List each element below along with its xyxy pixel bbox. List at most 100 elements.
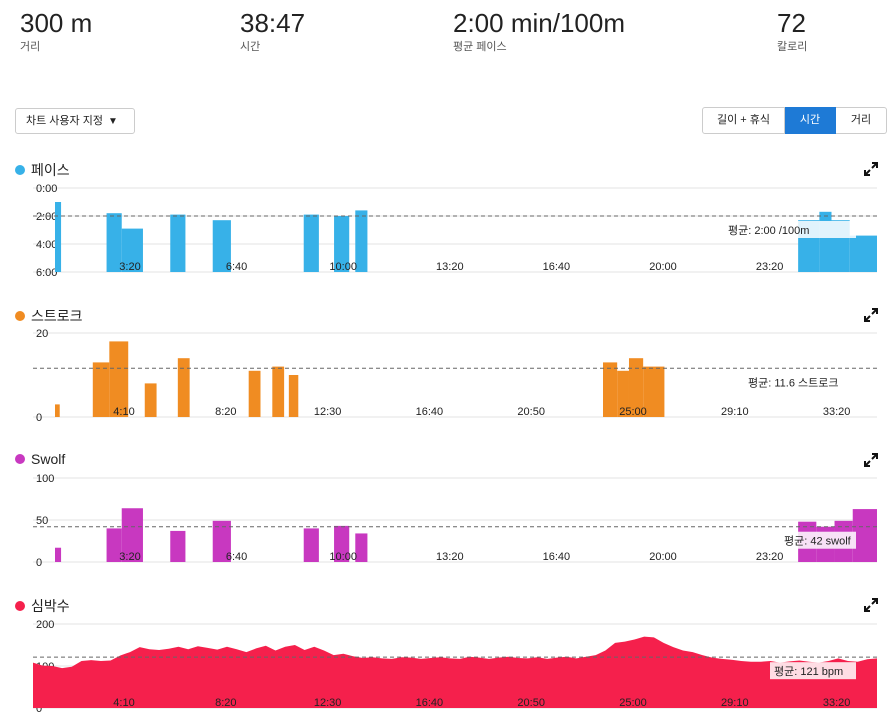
x-tick-label: 4:10 <box>113 697 134 709</box>
summary-stat: 2:00 min/100m 평균 페이스 <box>453 8 625 54</box>
x-tick-label: 20:00 <box>649 551 677 563</box>
x-tick-label: 33:20 <box>823 697 851 709</box>
summary-label: 칼로리 <box>777 41 808 53</box>
y-tick-label: 4:00 <box>36 239 57 251</box>
series-dot-icon <box>15 601 25 611</box>
average-label: 평균: 42 swolf <box>784 535 852 548</box>
chart-swolf: 100 50 0 평균: 42 swolf 3:20 6:40 10:00 13:20 16:4… <box>33 473 877 569</box>
expand-icon[interactable] <box>864 308 878 322</box>
average-label-bg <box>770 662 856 680</box>
chart-title-text: 페이스 <box>31 162 70 178</box>
summary-label: 시간 <box>240 41 261 53</box>
x-tick-label: 8:20 <box>215 697 236 709</box>
chart-bar <box>334 216 350 272</box>
chart-bar <box>121 228 143 272</box>
chart-bar <box>617 370 629 417</box>
summary-value: 38:47 <box>240 8 306 38</box>
customize-chart-button[interactable]: 차트 사용자 지정 ▼ <box>15 108 135 134</box>
chart-bar <box>55 547 62 562</box>
toggle-distance[interactable]: 거리 <box>836 107 887 134</box>
x-tick-label: 20:00 <box>649 261 677 273</box>
chart-hr: 2001000평균: 121 bpm4:108:2012:3016:4020:5… <box>33 619 877 715</box>
average-label-bg <box>780 531 856 549</box>
y-tick-label: 100 <box>36 473 54 485</box>
x-tick-label: 29:10 <box>721 406 749 418</box>
chart-bar <box>849 235 877 272</box>
x-tick-label: 16:40 <box>416 697 444 709</box>
x-tick-label: 13:20 <box>436 261 464 273</box>
y-tick-label: 0:00 <box>36 183 57 195</box>
expand-icon[interactable] <box>864 162 878 176</box>
summary-label: 평균 페이스 <box>453 41 507 53</box>
series-dot-icon <box>15 454 25 464</box>
customize-chart-label: 차트 사용자 지정 <box>26 115 103 127</box>
x-tick-label: 23:20 <box>756 551 784 563</box>
chart-bar <box>55 404 60 417</box>
chart-bar <box>852 509 877 562</box>
summary-stat: 72 칼로리 <box>777 8 807 54</box>
x-tick-label: 20:50 <box>517 697 545 709</box>
chart-bar <box>170 530 186 562</box>
chart-bar <box>819 211 832 272</box>
chart-bar <box>288 375 299 417</box>
y-tick-label: 2:00 <box>36 211 57 223</box>
caret-down-icon: ▼ <box>108 116 118 127</box>
x-tick-label: 29:10 <box>721 697 749 709</box>
chart-bar <box>170 214 186 272</box>
summary-stat: 300 m 거리 <box>20 8 92 54</box>
chart-stroke: 20 0 평균: 11.6 스트로크 4:10 8:20 12:30 16:40 20:50 2… <box>33 328 877 424</box>
chart-bar <box>106 528 122 562</box>
average-label: 평균: 11.6 스트로크 <box>748 376 838 389</box>
chart-bar <box>355 533 368 562</box>
chart-bar <box>355 210 368 272</box>
toggle-time[interactable]: 시간 <box>785 107 836 134</box>
summary-value: 2:00 min/100m <box>453 8 625 38</box>
chart-bar <box>212 220 231 272</box>
x-tick-label: 16:40 <box>416 406 444 418</box>
series-dot-icon <box>15 165 25 175</box>
chart-bar <box>106 213 122 272</box>
x-tick-label: 25:00 <box>619 406 647 418</box>
chart-title-pace: 페이스 <box>15 160 70 180</box>
x-tick-label: 10:00 <box>329 261 357 273</box>
expand-icon[interactable] <box>864 453 878 467</box>
x-tick-label: 33:20 <box>823 406 851 418</box>
x-tick-label: 6:40 <box>226 551 247 563</box>
y-tick-label: 0 <box>36 703 42 715</box>
summary-value: 300 m <box>20 8 93 38</box>
chart-bar <box>177 358 190 417</box>
chart-bar <box>248 370 261 417</box>
x-tick-label: 8:20 <box>215 406 236 418</box>
x-tick-label: 20:50 <box>517 406 545 418</box>
x-tick-label: 3:20 <box>119 261 140 273</box>
chart-title-text: 심박수 <box>31 598 70 614</box>
y-tick-label: 50 <box>36 515 48 527</box>
expand-icon[interactable] <box>864 598 878 612</box>
chart-title-stroke: 스트로크 <box>15 306 83 326</box>
chart-title-swolf: Swolf <box>15 451 65 467</box>
chart-title-text: 스트로크 <box>31 308 83 324</box>
chart-bar <box>303 528 319 562</box>
x-tick-label: 16:40 <box>543 551 571 563</box>
y-tick-label: 200 <box>36 619 54 631</box>
chart-title-hr: 심박수 <box>15 596 70 616</box>
heart-rate-area <box>33 636 877 708</box>
chart-bar <box>144 383 157 417</box>
chart-bar <box>121 508 143 562</box>
chart-bar <box>92 362 110 417</box>
chart-bar <box>643 366 665 417</box>
x-tick-label: 25:00 <box>619 697 647 709</box>
chart-bar <box>303 214 319 272</box>
y-tick-label: 0 <box>36 557 42 569</box>
summary-stat: 38:47 시간 <box>240 8 305 54</box>
x-tick-label: 3:20 <box>119 551 140 563</box>
x-tick-label: 12:30 <box>314 697 342 709</box>
summary-value: 72 <box>777 8 806 38</box>
x-axis-toggle: 길이 + 휴식 시간 거리 <box>702 107 887 134</box>
y-tick-label: 0 <box>36 412 42 424</box>
x-tick-label: 23:20 <box>756 261 784 273</box>
y-tick-label: 6:00 <box>36 267 57 279</box>
toggle-lengths-rest[interactable]: 길이 + 휴식 <box>702 107 785 134</box>
y-tick-label: 20 <box>36 328 48 340</box>
x-tick-label: 12:30 <box>314 406 342 418</box>
